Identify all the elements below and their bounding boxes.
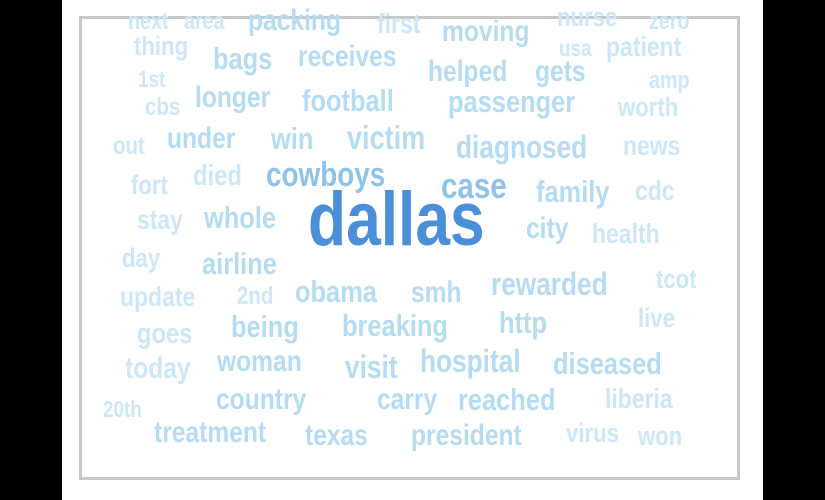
word-live: live bbox=[638, 303, 675, 333]
word-zero: zero bbox=[649, 8, 690, 35]
word-under: under bbox=[167, 122, 236, 155]
word-country: country bbox=[216, 383, 307, 416]
word-update: update bbox=[120, 281, 196, 312]
word-thing: thing bbox=[134, 31, 189, 61]
word-cloud-canvas: dallas case cowboys passenger football v… bbox=[62, 0, 763, 500]
word-won: won bbox=[638, 421, 683, 451]
word-woman: woman bbox=[217, 345, 302, 378]
word-family: family bbox=[536, 174, 610, 209]
word-news: news bbox=[623, 130, 681, 161]
word-worth: worth bbox=[618, 92, 679, 122]
word-treatment: treatment bbox=[154, 416, 267, 449]
word-carry: carry bbox=[377, 383, 438, 416]
word-diseased: diseased bbox=[553, 346, 662, 381]
word-smh: smh bbox=[411, 276, 462, 309]
word-nurse: nurse bbox=[557, 2, 618, 32]
word-out: out bbox=[113, 132, 145, 160]
word-cowboys: cowboys bbox=[266, 156, 386, 194]
word-20th: 20th bbox=[103, 396, 142, 422]
word-airline: airline bbox=[202, 246, 277, 281]
word-being: being bbox=[231, 309, 299, 344]
word-bags: bags bbox=[213, 41, 273, 76]
word-president: president bbox=[411, 419, 522, 452]
word-patient: patient bbox=[606, 31, 682, 62]
word-http: http bbox=[499, 305, 547, 340]
word-today: today bbox=[125, 352, 191, 385]
word-packing: packing bbox=[248, 4, 341, 37]
word-dallas: dallas bbox=[308, 177, 485, 262]
word-football: football bbox=[302, 83, 394, 118]
word-moving: moving bbox=[442, 15, 530, 48]
word-day: day bbox=[122, 243, 161, 273]
word-reached: reached bbox=[458, 382, 556, 417]
word-diagnosed: diagnosed bbox=[456, 129, 588, 165]
word-area: area bbox=[184, 8, 225, 35]
word-cdc: cdc bbox=[635, 175, 675, 206]
word-visit: visit bbox=[345, 349, 398, 385]
word-tcot: tcot bbox=[656, 264, 697, 294]
word-died: died bbox=[193, 160, 242, 192]
word-texas: texas bbox=[305, 419, 368, 452]
word-hospital: hospital bbox=[420, 343, 521, 379]
word-2nd: 2nd bbox=[237, 282, 274, 310]
word-case: case bbox=[441, 165, 507, 206]
word-breaking: breaking bbox=[342, 308, 448, 343]
word-usa: usa bbox=[559, 35, 592, 61]
word-next: next bbox=[128, 8, 169, 35]
word-cbs: cbs bbox=[145, 93, 181, 121]
word-cloud-frame bbox=[79, 16, 740, 480]
word-obama: obama bbox=[295, 274, 377, 309]
word-goes: goes bbox=[137, 318, 193, 350]
word-rewarded: rewarded bbox=[491, 266, 608, 302]
word-helped: helped bbox=[428, 55, 508, 88]
word-passenger: passenger bbox=[448, 84, 576, 119]
word-gets: gets bbox=[535, 55, 586, 88]
word-virus: virus bbox=[566, 418, 619, 448]
word-stay: stay bbox=[137, 204, 183, 235]
word-whole: whole bbox=[204, 200, 277, 235]
word-fort: fort bbox=[131, 170, 168, 200]
word-win: win bbox=[271, 121, 314, 156]
word-liberia: liberia bbox=[605, 383, 673, 414]
word-first: first bbox=[377, 8, 421, 39]
word-victim: victim bbox=[347, 119, 426, 156]
word-amp: amp bbox=[649, 67, 690, 94]
word-longer: longer bbox=[195, 81, 271, 114]
word-receives: receives bbox=[298, 40, 397, 73]
word-1st: 1st bbox=[138, 66, 166, 92]
word-health: health bbox=[592, 218, 660, 249]
word-city: city bbox=[526, 212, 569, 245]
